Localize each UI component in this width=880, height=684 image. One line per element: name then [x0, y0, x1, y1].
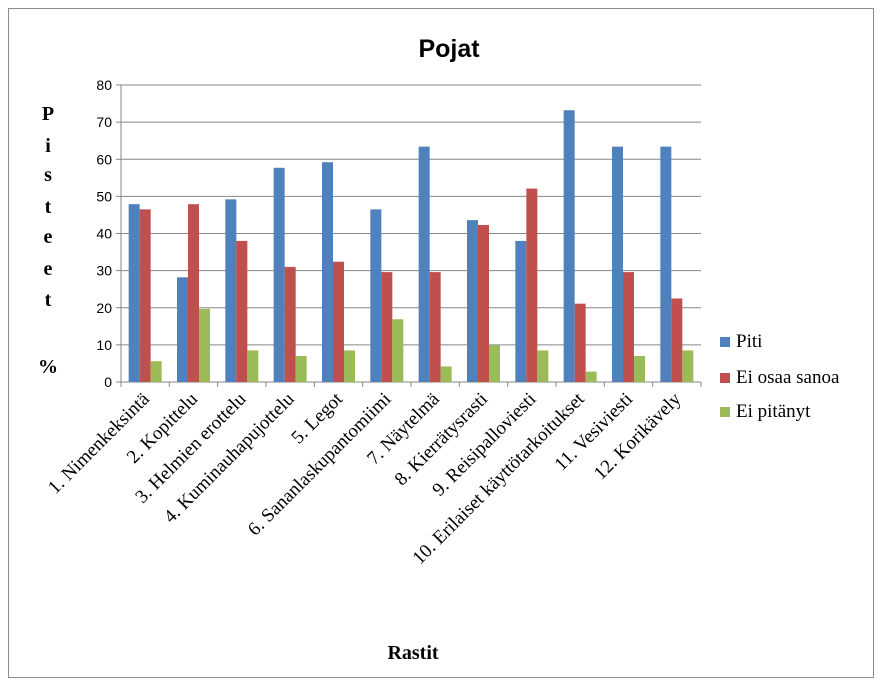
- legend: Piti Ei osaa sanoa Ei pitänyt: [720, 331, 840, 422]
- bar-ei-pit-nyt-8: [489, 345, 500, 382]
- y-tick-label: 0: [104, 374, 112, 390]
- bars: [128, 110, 694, 383]
- bar-piti-11: [612, 146, 623, 382]
- y-axis-title-letter: t: [45, 289, 52, 311]
- y-axis-title-letter: e: [44, 226, 53, 248]
- y-tick-label: 60: [96, 151, 112, 167]
- bar-ei-pit-nyt-10: [585, 371, 597, 382]
- bar-ei-pit-nyt-7: [440, 366, 452, 382]
- bar-ei-osaa-sanoa-7: [429, 272, 441, 382]
- bar-piti-4: [273, 167, 285, 382]
- y-axis-title-letter: t: [45, 196, 52, 218]
- legend-label: Ei osaa sanoa: [736, 367, 840, 388]
- bar-piti-9: [515, 240, 527, 382]
- y-axis-title-letter: e: [44, 258, 53, 280]
- legend-swatch: [720, 373, 730, 383]
- bar-piti-7: [418, 146, 430, 382]
- bar-ei-osaa-sanoa-9: [526, 188, 538, 382]
- chart-area: 0 10 20 30 40 50 60 70 80 1. Nimenkeksintä 2. Kop…: [8, 8, 874, 678]
- legend-swatch: [720, 337, 730, 347]
- x-axis-title: Rastit: [387, 642, 438, 664]
- bar-ei-osaa-sanoa-4: [284, 266, 296, 382]
- y-axis-title-letter: s: [44, 164, 52, 186]
- bar-ei-osaa-sanoa-8: [478, 224, 489, 382]
- bar-ei-osaa-sanoa-12: [671, 298, 683, 382]
- bar-ei-pit-nyt-12: [682, 350, 694, 382]
- bar-ei-pit-nyt-1: [150, 361, 162, 382]
- y-tick-labels: 0 10 20 30 40 50 60 70 80: [96, 77, 112, 390]
- chart-title: Pojat: [418, 35, 480, 63]
- bar-piti-8: [467, 220, 478, 382]
- y-tick-label: 70: [96, 114, 112, 130]
- bar-piti-10: [563, 110, 575, 383]
- bar-ei-pit-nyt-6: [392, 319, 404, 382]
- bar-ei-osaa-sanoa-1: [139, 209, 151, 382]
- bar-ei-pit-nyt-3: [247, 350, 259, 382]
- bar-piti-3: [225, 199, 237, 382]
- y-tick-label: 10: [96, 337, 112, 353]
- y-axis-title-letter: %: [38, 356, 58, 378]
- bar-ei-pit-nyt-11: [634, 356, 645, 382]
- bar-piti-2: [177, 277, 188, 382]
- bar-piti-5: [322, 162, 333, 382]
- bar-ei-osaa-sanoa-6: [381, 272, 393, 382]
- bar-ei-osaa-sanoa-3: [236, 240, 248, 382]
- legend-label: Piti: [736, 331, 762, 352]
- bar-ei-osaa-sanoa-5: [333, 261, 344, 382]
- bar-piti-6: [370, 209, 382, 382]
- y-axis-title-letter: i: [45, 135, 51, 157]
- bar-ei-pit-nyt-9: [537, 350, 549, 382]
- bar-piti-1: [128, 204, 140, 382]
- y-tick-label: 50: [96, 188, 112, 204]
- y-tick-label: 30: [96, 263, 112, 279]
- bar-piti-12: [660, 146, 672, 382]
- legend-label: Ei pitänyt: [736, 401, 811, 422]
- gridlines: [116, 84, 701, 383]
- bar-ei-pit-nyt-4: [295, 356, 307, 382]
- legend-swatch: [720, 407, 730, 417]
- axes: [120, 85, 702, 387]
- bar-ei-pit-nyt-5: [344, 350, 355, 382]
- bar-ei-osaa-sanoa-11: [623, 272, 634, 382]
- bar-ei-osaa-sanoa-10: [574, 303, 586, 382]
- y-tick-label: 80: [96, 77, 112, 93]
- bar-ei-osaa-sanoa-2: [188, 204, 199, 382]
- y-axis-title-letter: P: [42, 103, 54, 125]
- y-tick-label: 20: [96, 300, 112, 316]
- bar-ei-pit-nyt-2: [199, 308, 210, 382]
- y-tick-label: 40: [96, 226, 112, 242]
